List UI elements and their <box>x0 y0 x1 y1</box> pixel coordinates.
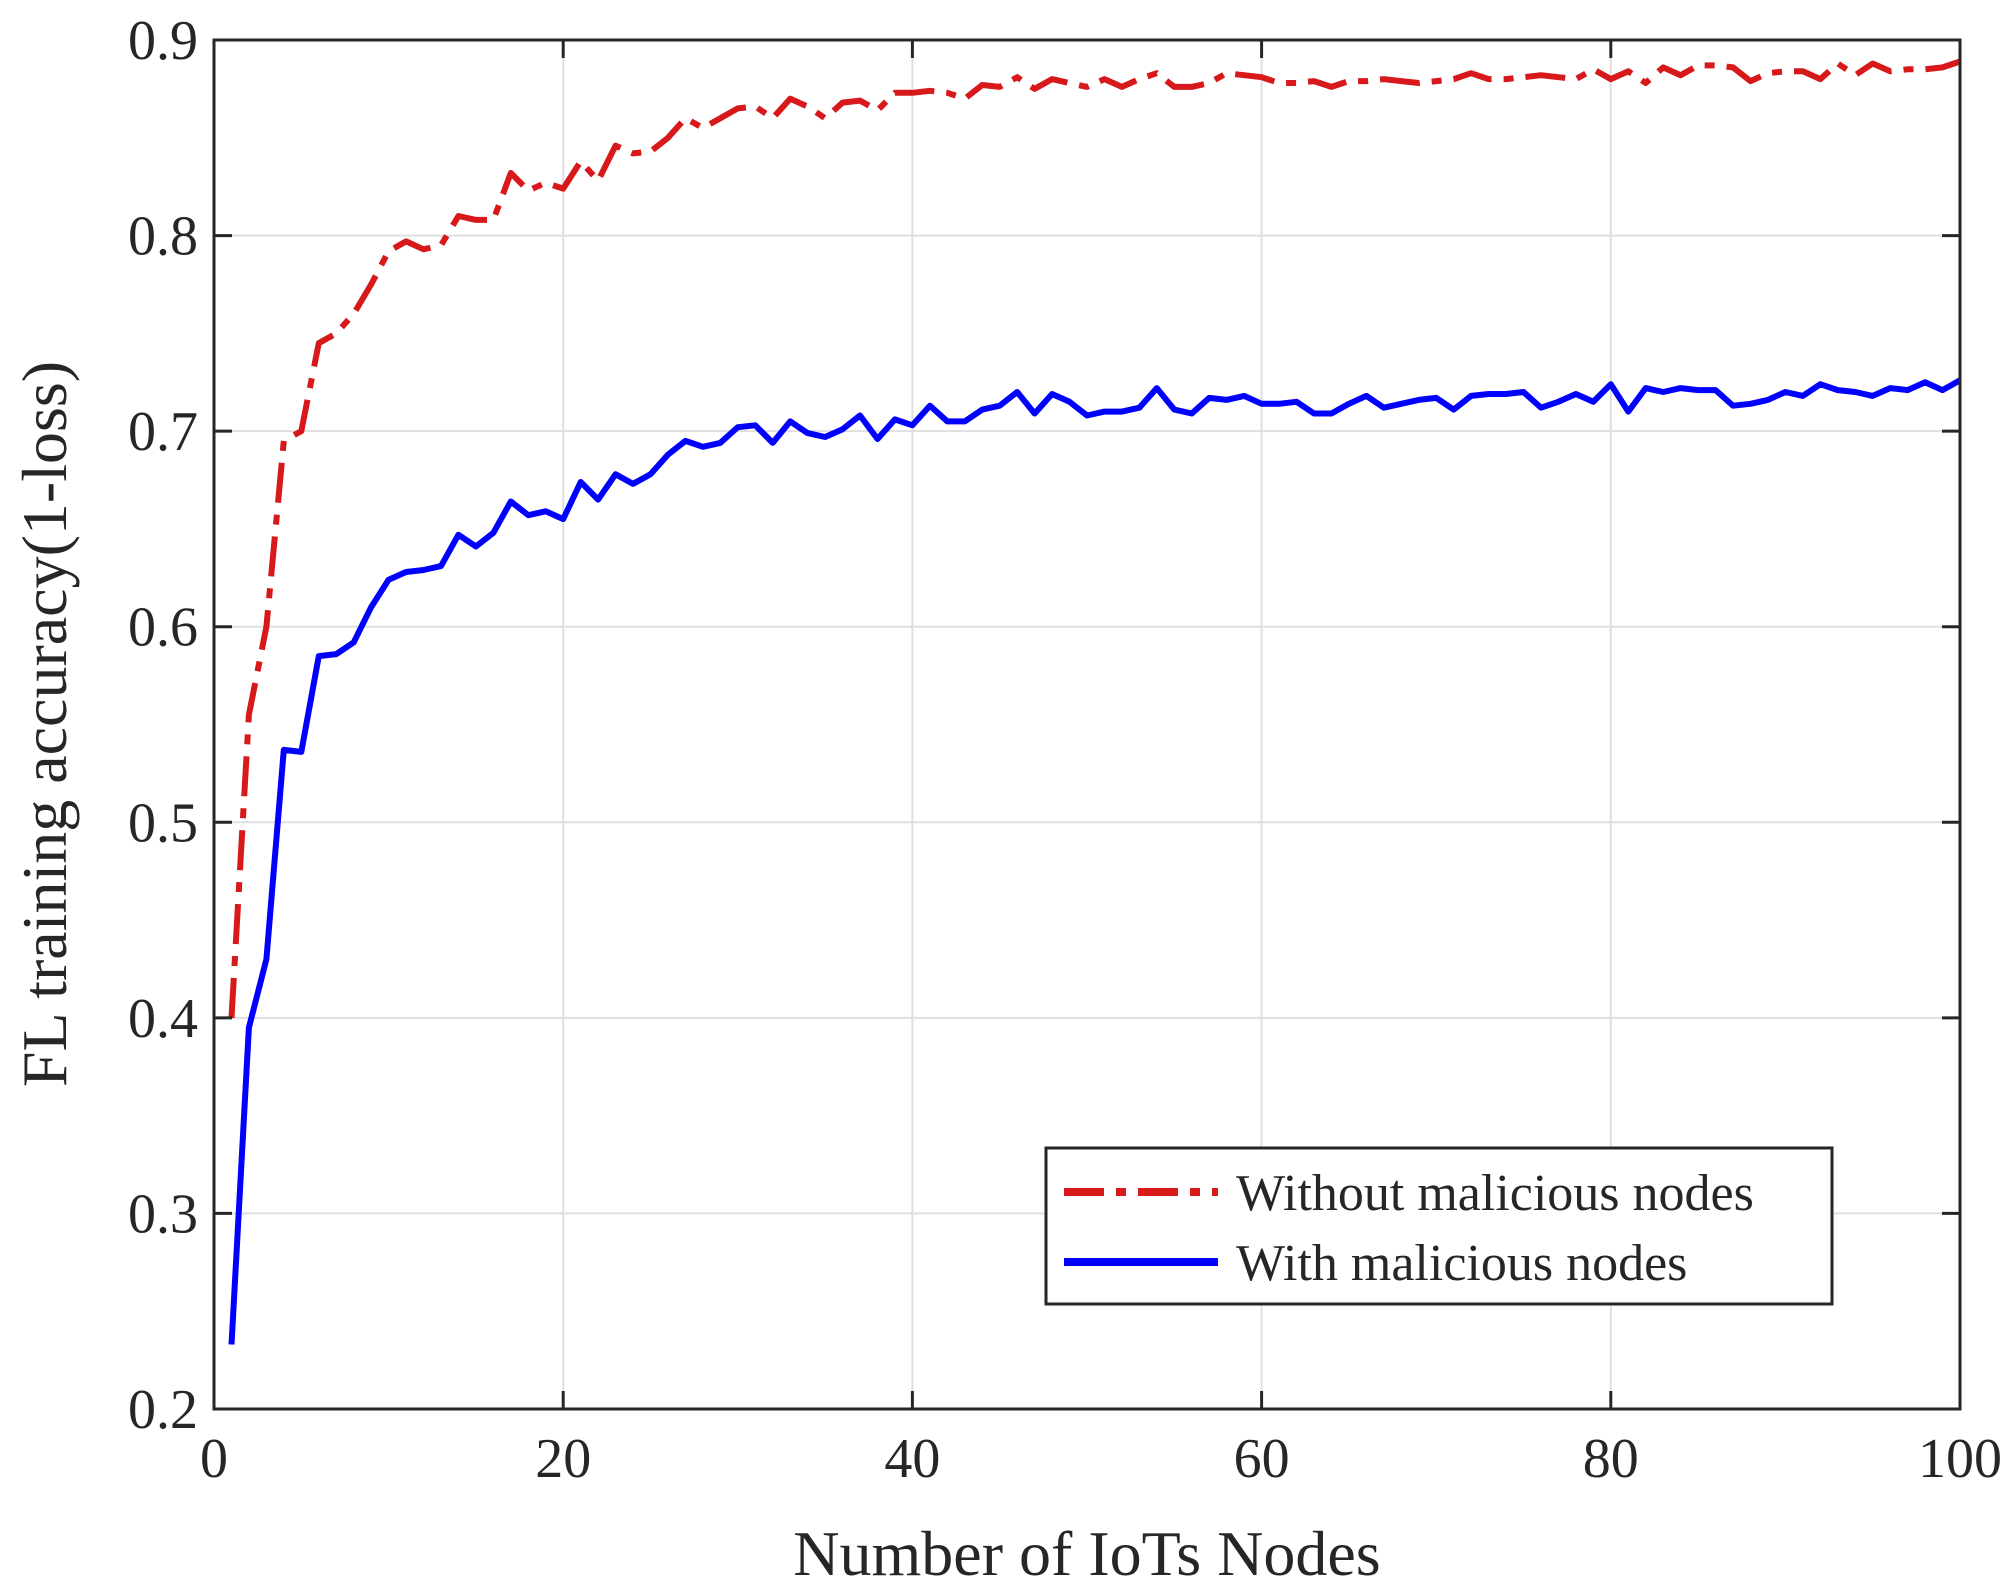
y-axis-label: FL training accuracy(1-loss) <box>9 361 80 1087</box>
y-tick-label: 0.2 <box>128 1379 198 1441</box>
series-line-with-malicious <box>228 377 1962 1345</box>
legend-label-without-malicious: Without malicious nodes <box>1236 1165 1754 1222</box>
y-tick-label: 0.9 <box>128 10 198 72</box>
axis-ticks: 0 20 40 60 80 100 0.2 0.3 0.4 0.5 0.6 0.7 0.8 0.9 <box>128 10 2002 1490</box>
y-tick-label: 0.4 <box>128 988 198 1050</box>
x-tick-label: 40 <box>884 1428 940 1490</box>
legend-label-with-malicious: With malicious nodes <box>1236 1235 1687 1292</box>
y-tick-label: 0.7 <box>128 401 198 463</box>
x-tick-label: 100 <box>1918 1428 2002 1490</box>
x-tick-label: 20 <box>535 1428 591 1490</box>
legend: Without malicious nodes With malicious n… <box>1044 1146 1834 1306</box>
y-tick-label: 0.6 <box>128 597 198 659</box>
y-tick-label: 0.3 <box>128 1183 198 1245</box>
y-tick-label: 0.5 <box>128 792 198 854</box>
x-tick-label: 80 <box>1583 1428 1639 1490</box>
plot-frame <box>212 38 1962 1411</box>
series-line-without-malicious <box>228 58 1961 1019</box>
x-tick-label: 60 <box>1234 1428 1290 1490</box>
x-tick-label: 0 <box>200 1428 228 1490</box>
legend-box <box>1044 1146 1834 1306</box>
series-lines <box>228 58 1962 1345</box>
x-axis-label: Number of IoTs Nodes <box>793 1518 1380 1589</box>
y-tick-label: 0.8 <box>128 206 198 268</box>
